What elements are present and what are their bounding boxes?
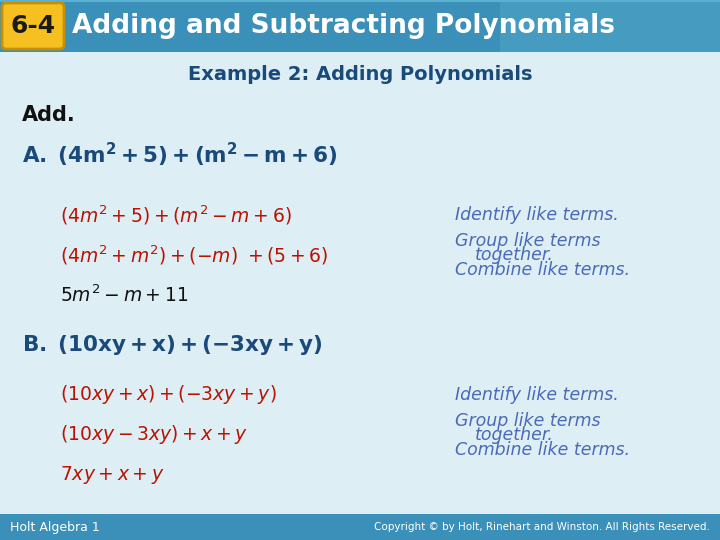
Text: $7xy + x + y$: $7xy + x + y$ — [60, 464, 165, 486]
Text: Identify like terms.: Identify like terms. — [455, 386, 618, 404]
Text: Combine like terms.: Combine like terms. — [455, 441, 630, 459]
Text: together.: together. — [475, 246, 554, 264]
Text: 6-4: 6-4 — [10, 14, 55, 38]
FancyBboxPatch shape — [500, 0, 720, 52]
FancyBboxPatch shape — [0, 514, 720, 540]
Text: Group like terms: Group like terms — [455, 412, 600, 430]
Text: Holt Algebra 1: Holt Algebra 1 — [10, 521, 100, 534]
Text: Combine like terms.: Combine like terms. — [455, 261, 630, 279]
Text: $(10xy - 3xy) + x + y$: $(10xy - 3xy) + x + y$ — [60, 423, 248, 447]
Text: Adding and Subtracting Polynomials: Adding and Subtracting Polynomials — [72, 13, 615, 39]
Text: Copyright © by Holt, Rinehart and Winston. All Rights Reserved.: Copyright © by Holt, Rinehart and Winsto… — [374, 522, 710, 532]
Text: $\bf{B.\ (10xy + x) + (-3xy + y)}$: $\bf{B.\ (10xy + x) + (-3xy + y)}$ — [22, 333, 323, 357]
Text: $5m^2 - m + 11$: $5m^2 - m + 11$ — [60, 284, 189, 306]
Text: $(4m^2 + m^2) + (-m)\ +(5 + 6)$: $(4m^2 + m^2) + (-m)\ +(5 + 6)$ — [60, 243, 328, 267]
Text: Identify like terms.: Identify like terms. — [455, 206, 618, 224]
Text: Example 2: Adding Polynomials: Example 2: Adding Polynomials — [188, 65, 532, 84]
Text: $\bf{A.\ (4m^2 + 5) + (m^2 - m + 6)}$: $\bf{A.\ (4m^2 + 5) + (m^2 - m + 6)}$ — [22, 141, 338, 169]
Text: Group like terms: Group like terms — [455, 232, 600, 250]
Text: $(10xy + x) + (-3xy + y)$: $(10xy + x) + (-3xy + y)$ — [60, 383, 276, 407]
FancyBboxPatch shape — [0, 0, 720, 52]
Text: Add.: Add. — [22, 105, 76, 125]
Text: $(4m^2 + 5) + (m^2 - m + 6)$: $(4m^2 + 5) + (m^2 - m + 6)$ — [60, 203, 292, 227]
FancyBboxPatch shape — [2, 3, 64, 49]
Text: together.: together. — [475, 426, 554, 444]
